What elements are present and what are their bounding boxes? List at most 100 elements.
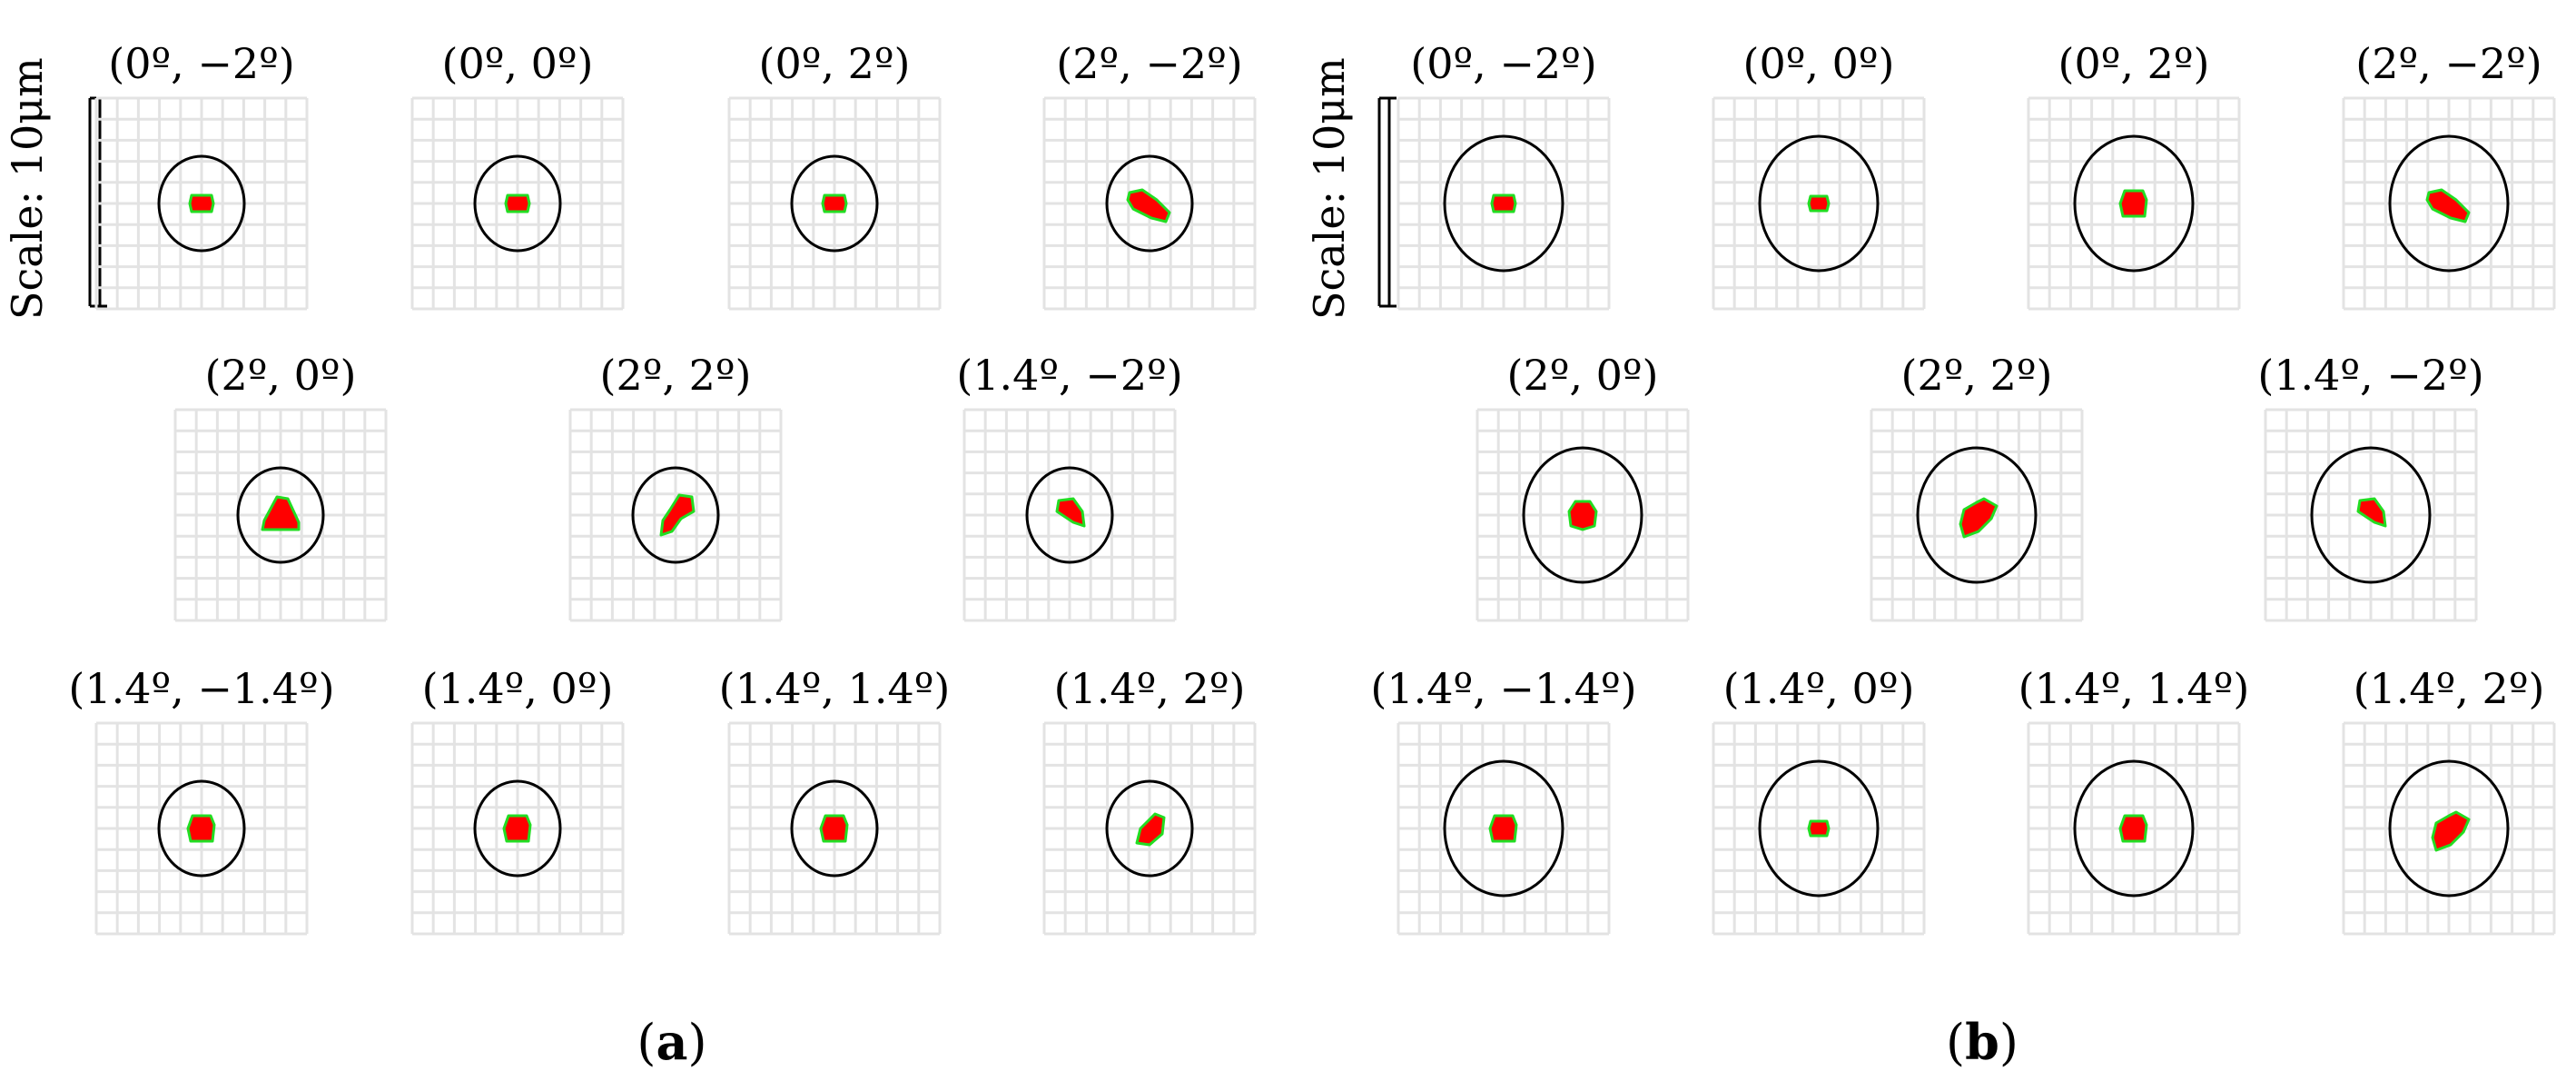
grid [1397,96,1611,311]
spot-cell: (1.4º, 0º) [1712,664,1926,936]
spot-cell: (0º, 2º) [727,39,942,311]
field-angle-label-b: (1.4º, 0º) [1723,664,1915,713]
field-angle-label-b: (1.4º, 2º) [2354,664,2545,713]
spot-cell: (2º, 2º) [568,351,783,622]
spot-blob [1807,819,1831,838]
spot-cell: (1.4º, −2º) [2257,351,2484,622]
spot-blob [1488,814,1518,843]
field-angle-label-b: (1.4º, 1.4º) [2018,664,2250,713]
field-angle-label-b: (0º, 0º) [1743,39,1895,88]
spot-cell: (2º, −2º) [1042,39,1257,311]
spot-blob [504,193,531,213]
spot-blob [502,814,532,843]
field-angle-label-b: (0º, −2º) [1410,39,1596,88]
airy-disk-circle [1443,134,1564,273]
field-angle-label-a: (0º, 2º) [759,39,911,88]
spot-blob [1126,188,1171,223]
spot-cell: (1.4º, −1.4º) [68,664,335,936]
airy-disk-circle [157,154,246,253]
spot-cell: (0º, 0º) [410,39,625,311]
airy-disk-circle [1916,446,2038,584]
scale-bar-b [1377,96,1397,308]
spot-blob [2118,189,2148,218]
field-angle-label-a: (2º, −2º) [1056,39,1242,88]
airy-disk-circle [631,466,720,564]
airy-disk-circle [473,154,562,253]
field-angle-label-a: (1.4º, 0º) [422,664,614,713]
field-angle-label-b: (0º, 2º) [2058,39,2210,88]
grid [2027,721,2241,936]
spot-cell: (1.4º, 2º) [2342,664,2556,936]
spot-cell: (1.4º, 1.4º) [2018,664,2250,936]
airy-disk-circle [1758,134,1880,273]
airy-disk-circle [2310,446,2432,584]
airy-disk-circle [2388,134,2510,273]
field-angle-label-a: (1.4º, 1.4º) [719,664,951,713]
airy-disk-circle [2388,759,2510,898]
grid [2264,408,2478,622]
airy-disk-circle [2073,759,2195,898]
spot-blob [1567,500,1598,531]
spot-blob [1055,497,1086,528]
spot-blob [819,814,849,843]
field-angle-label-b: (1.4º, −1.4º) [1370,664,1636,713]
field-angle-label-b: (1.4º, −2º) [2257,351,2483,400]
airy-disk-circle [1443,759,1564,898]
spot-blob [261,495,301,531]
spot-cell: (2º, −2º) [2342,39,2556,311]
spot-blob [186,814,216,843]
field-angle-label-a: (2º, 0º) [205,351,357,400]
airy-disk-circle [1758,759,1880,898]
spot-blob [2425,188,2471,223]
field-angle-label-a: (1.4º, −2º) [956,351,1182,400]
airy-disk-circle [157,779,246,878]
spot-blob [2431,810,2471,852]
airy-disk-circle [2073,134,2195,273]
airy-disk-circle [790,779,879,878]
panel-label-a: (a) [637,1013,706,1071]
airy-disk-circle [790,154,879,253]
field-angle-label-a: (0º, −2º) [108,39,294,88]
grid [2027,96,2241,311]
spot-blob [1135,812,1166,847]
airy-disk-circle [236,466,325,564]
airy-disk-circle [1522,446,1643,584]
spot-blob [821,193,848,213]
airy-disk-circle [473,779,562,878]
spot-cell: (1.4º, 2º) [1042,664,1257,936]
spot-blob [2118,814,2148,843]
spot-cell: (0º, −2º) [94,39,309,311]
grid [94,96,309,311]
spot-cell: (0º, 0º) [1712,39,1926,311]
spot-blob [2356,497,2387,528]
spot-blob [1959,497,1999,539]
spot-cell: (1.4º, −1.4º) [1370,664,1637,936]
spot-blob [1490,193,1517,213]
spot-cell: (1.4º, 0º) [410,664,625,936]
field-angle-label-b: (2º, 2º) [1901,351,2053,400]
spot-cell: (1.4º, 1.4º) [719,664,951,936]
grid [568,408,783,622]
field-angle-label-b: (2º, 0º) [1507,351,1659,400]
scale-label-b: Scale: 10μm [1305,57,1354,320]
airy-disk-circle [1105,154,1194,253]
spot-cell: (0º, −2º) [1397,39,1611,311]
grid [2342,721,2556,936]
spot-blob [1807,194,1831,213]
field-angle-label-a: (1.4º, 2º) [1054,664,1246,713]
field-angle-label-a: (0º, 0º) [442,39,594,88]
grid [1712,721,1926,936]
airy-disk-circle [1105,779,1194,878]
airy-disk-circle [1025,466,1114,564]
spot-cell: (0º, 2º) [2027,39,2241,311]
spot-cell: (1.4º, −2º) [956,351,1183,622]
field-angle-label-a: (2º, 2º) [600,351,752,400]
grid [1042,96,1257,311]
scale-label-a: Scale: 10μm [3,57,52,320]
spot-blob [188,193,215,213]
spot-cell: (2º, 2º) [1870,351,2084,622]
field-angle-label-a: (1.4º, −1.4º) [68,664,334,713]
panel-label-b: (b) [1946,1013,2018,1071]
field-angle-label-b: (2º, −2º) [2355,39,2541,88]
